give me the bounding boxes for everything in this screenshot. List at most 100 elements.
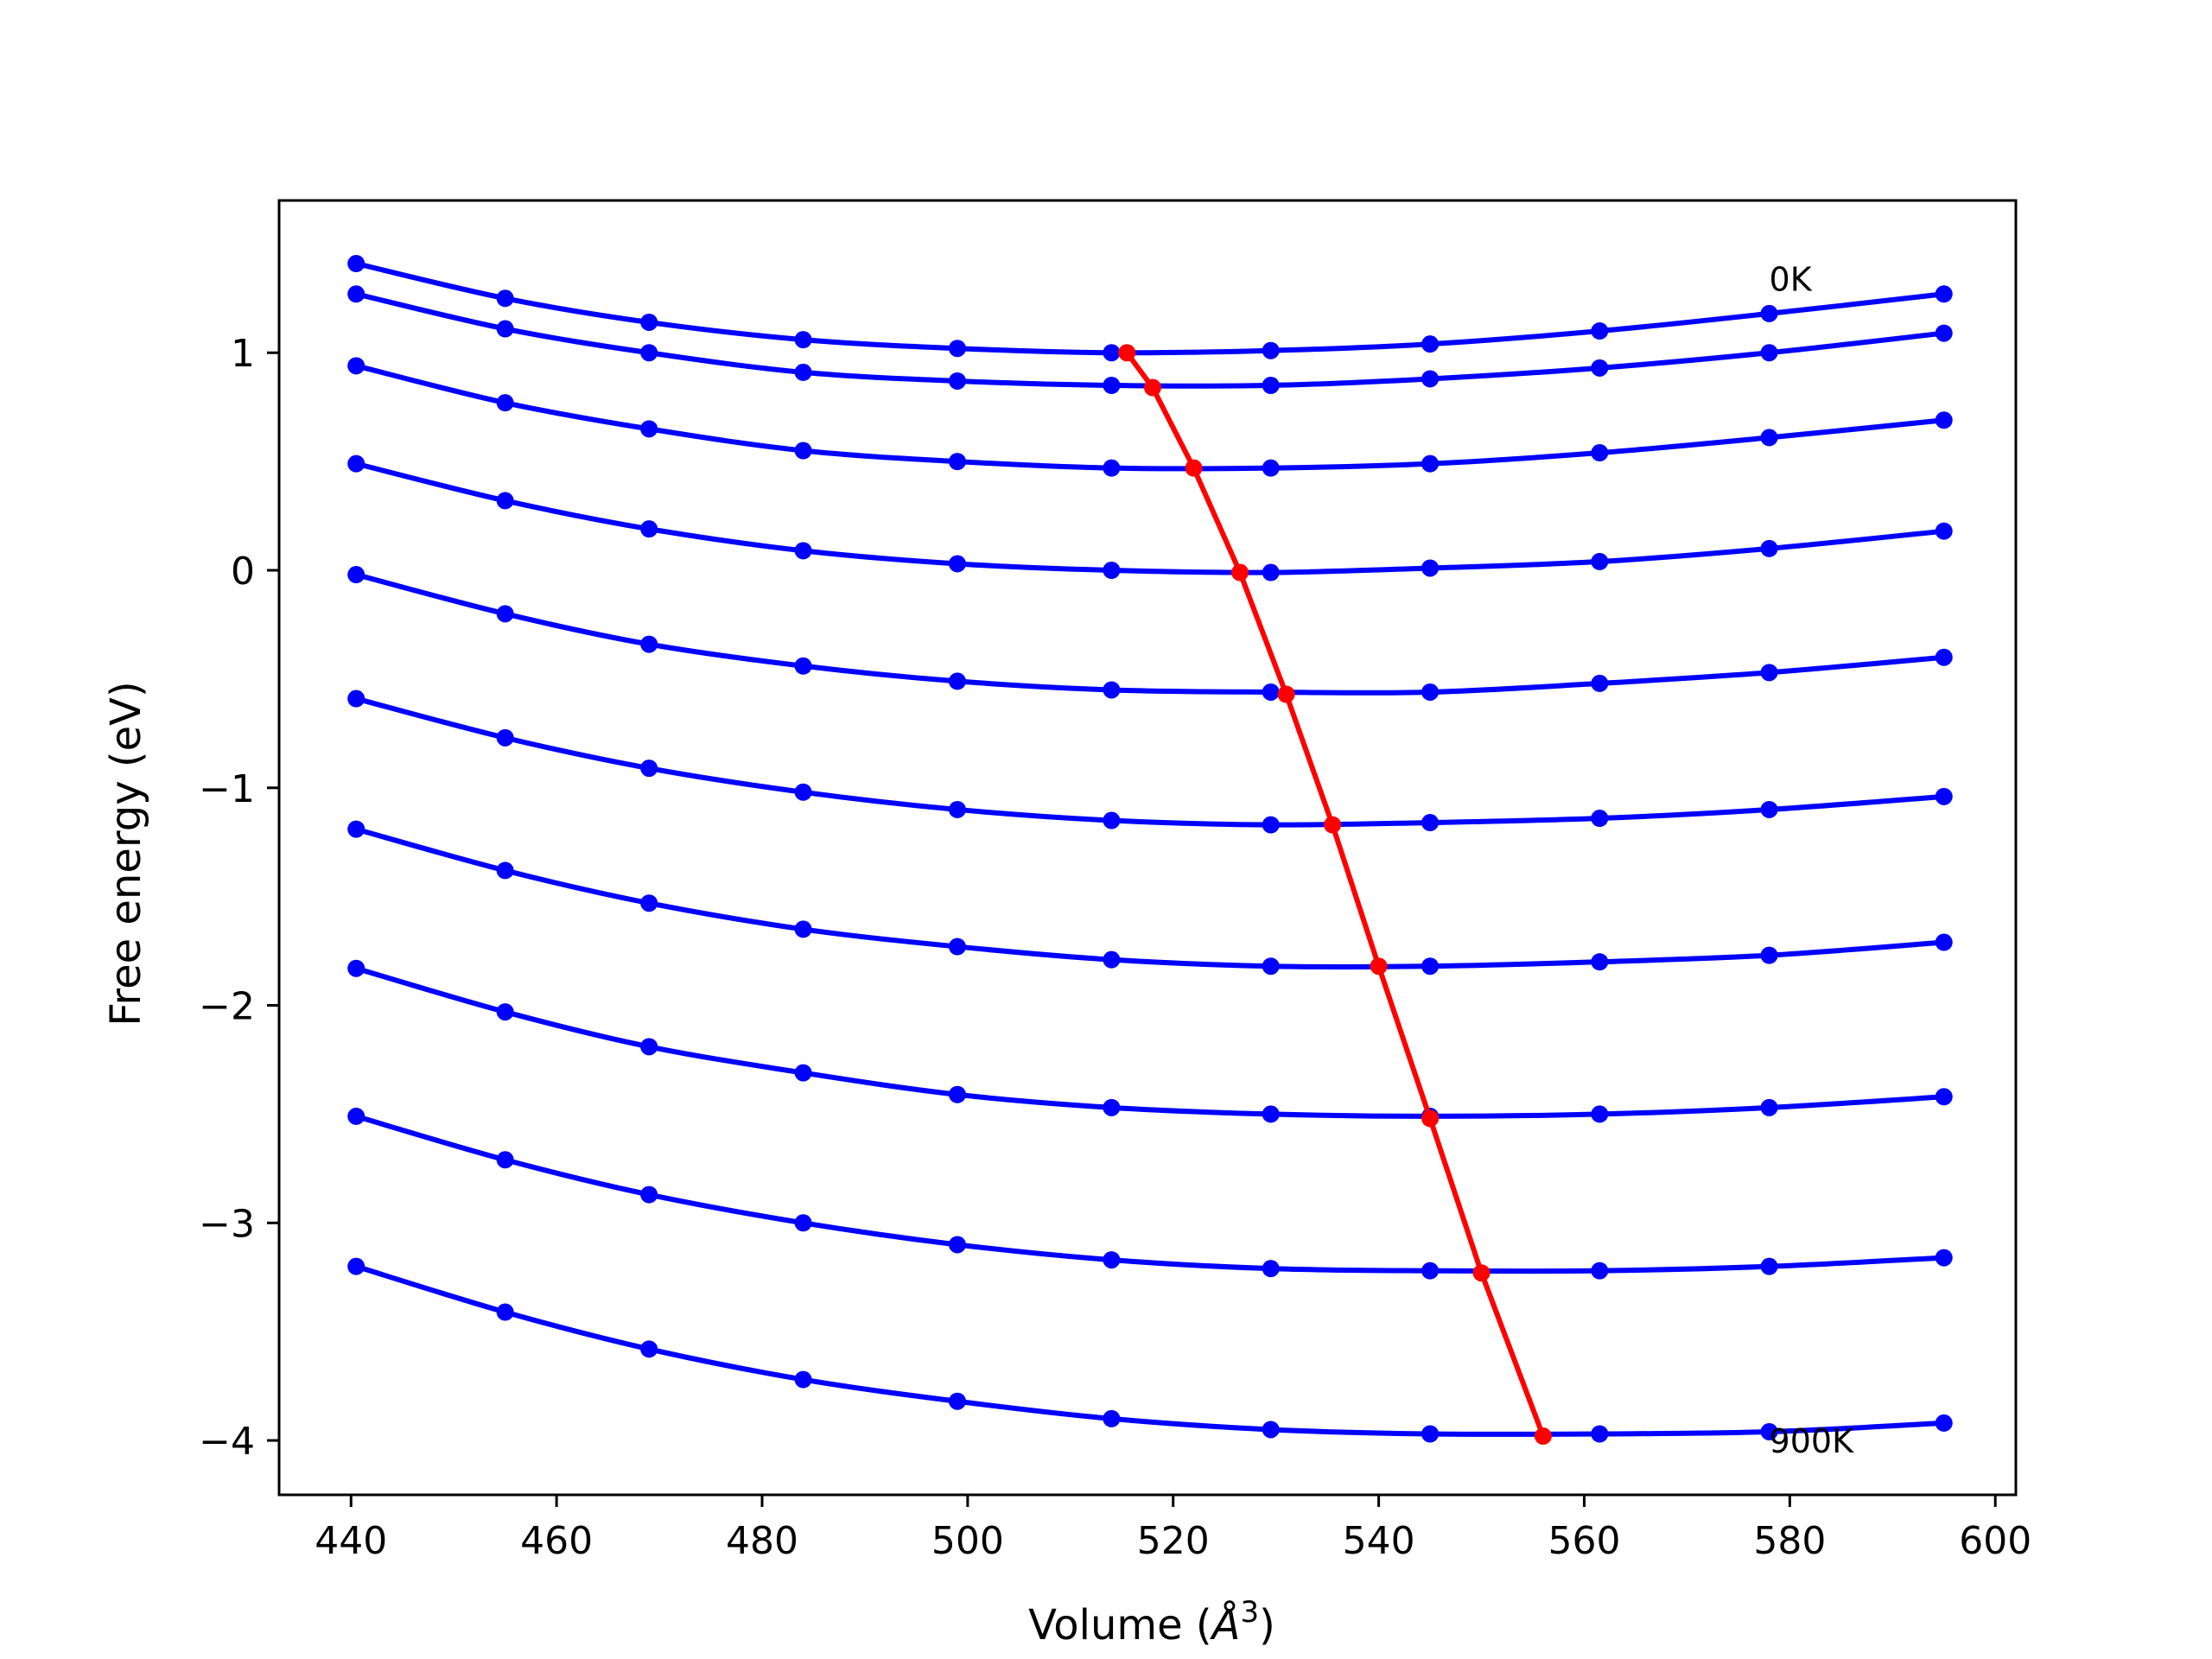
series-point-1-5	[1103, 377, 1121, 394]
minima-point-3	[1231, 563, 1249, 582]
series-point-5-1	[496, 728, 514, 747]
y-axis-ticks: 1 0 −1 −2 −3 −4	[199, 332, 279, 1464]
minima-point-6	[1370, 957, 1388, 976]
series-point-9-0	[347, 1257, 365, 1275]
series-point-8-6	[1262, 1260, 1280, 1278]
x-axis-label-prefix: Volume (	[1028, 1601, 1212, 1649]
series-point-3-6	[1262, 563, 1280, 582]
series-point-2-10	[1935, 411, 1953, 429]
x-tick-label: 520	[1137, 1519, 1210, 1563]
series-point-3-9	[1760, 539, 1778, 557]
series-line-5	[355, 696, 1944, 828]
y-tick-label: 0	[231, 550, 255, 594]
series-point-6-2	[640, 894, 658, 912]
series-point-3-5	[1103, 562, 1121, 579]
x-tick-label: 500	[931, 1519, 1004, 1563]
series-point-2-2	[640, 420, 658, 438]
series-point-7-8	[1591, 1105, 1609, 1123]
series-point-8-2	[640, 1185, 658, 1204]
series-point-0-7	[1421, 335, 1440, 353]
series-point-0-1	[496, 289, 514, 308]
series-point-2-3	[794, 442, 812, 460]
annotation-label: 900K	[1770, 1422, 1855, 1460]
series-point-7-2	[640, 1038, 658, 1056]
series-point-0-5	[1103, 344, 1121, 362]
x-tick-label: 580	[1753, 1519, 1826, 1563]
series-point-4-8	[1591, 674, 1609, 692]
x-tick-label: 540	[1343, 1519, 1415, 1563]
series-point-4-5	[1103, 681, 1121, 699]
series-point-8-1	[496, 1151, 514, 1169]
minima-point-4	[1277, 685, 1295, 703]
series-point-5-4	[948, 800, 966, 818]
series-point-6-1	[496, 861, 514, 880]
series-point-7-6	[1262, 1105, 1280, 1123]
annotations: 0K 900K	[1770, 261, 1855, 1460]
series-point-7-3	[794, 1064, 812, 1082]
series-point-9-10	[1935, 1414, 1953, 1432]
series-point-0-2	[640, 313, 658, 331]
series-line-4	[355, 572, 1945, 696]
y-axis-label: Free energy (eV)	[102, 681, 150, 1026]
series-point-7-10	[1935, 1088, 1953, 1106]
series-point-0-8	[1591, 322, 1609, 340]
series-point-0-0	[347, 255, 365, 273]
x-axis-label: Volume (Å3)	[1028, 1595, 1275, 1649]
series-point-1-7	[1421, 370, 1440, 388]
series-point-5-10	[1935, 787, 1953, 805]
series-point-5-7	[1421, 814, 1440, 832]
series-point-6-3	[794, 920, 812, 938]
series-point-6-4	[948, 938, 966, 956]
series-point-8-3	[794, 1214, 812, 1232]
series-point-0-3	[794, 331, 812, 349]
series-point-2-1	[496, 394, 514, 412]
series-point-0-6	[1262, 341, 1280, 359]
series-point-7-9	[1760, 1098, 1778, 1116]
series-point-5-3	[794, 783, 812, 801]
series-point-2-7	[1421, 454, 1440, 473]
x-axis-label-superscript: 3	[1240, 1595, 1259, 1630]
series-point-6-8	[1591, 953, 1609, 971]
series-point-8-7	[1421, 1262, 1440, 1280]
x-axis-label-suffix: )	[1259, 1601, 1275, 1649]
series-point-8-8	[1591, 1262, 1609, 1280]
series-point-0-9	[1760, 304, 1778, 322]
x-tick-label: 460	[520, 1519, 593, 1563]
series-point-8-4	[948, 1236, 966, 1254]
series-point-9-5	[1103, 1409, 1121, 1427]
series-point-2-9	[1760, 429, 1778, 447]
series-point-9-2	[640, 1340, 658, 1358]
series-point-7-0	[347, 959, 365, 977]
series-point-5-9	[1760, 800, 1778, 818]
series-point-1-10	[1935, 324, 1953, 342]
series-point-4-2	[640, 635, 658, 653]
series-point-1-2	[640, 344, 658, 362]
series-point-9-6	[1262, 1421, 1280, 1439]
series-point-8-0	[347, 1107, 365, 1125]
series-point-5-6	[1262, 816, 1280, 834]
series-point-3-1	[496, 492, 514, 510]
series-point-8-10	[1935, 1249, 1953, 1267]
curves-layer	[347, 255, 1953, 1443]
minima-point-0	[1118, 344, 1136, 362]
minima-point-1	[1143, 378, 1161, 397]
series-point-7-1	[496, 1003, 514, 1021]
series-point-5-0	[347, 690, 365, 708]
series-point-6-5	[1103, 950, 1121, 969]
series-line-8	[355, 1114, 1944, 1274]
series-point-2-5	[1103, 459, 1121, 477]
series-point-6-6	[1262, 957, 1280, 976]
series-point-1-9	[1760, 344, 1778, 362]
y-tick-label: −2	[199, 985, 255, 1029]
series-line-7	[355, 965, 1944, 1119]
y-tick-label: 1	[231, 332, 255, 376]
series-point-8-5	[1103, 1251, 1121, 1269]
series-point-4-9	[1760, 664, 1778, 682]
series-line-0	[355, 261, 1945, 356]
series-point-1-4	[948, 372, 966, 390]
series-point-4-0	[347, 566, 365, 584]
x-axis-label-symbol: Å	[1210, 1600, 1241, 1649]
annotation-label: 0K	[1770, 261, 1813, 299]
series-point-4-6	[1262, 683, 1280, 701]
